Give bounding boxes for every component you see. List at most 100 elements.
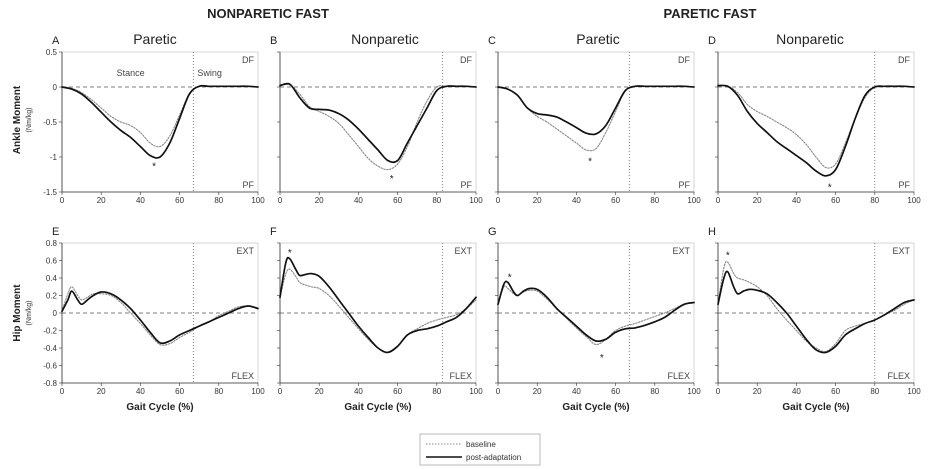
significance-star-g: *: [508, 272, 512, 283]
y-tick-label-e: 0.2: [46, 292, 58, 301]
ankle-moment-unit: (Nm/kg): [26, 108, 33, 133]
baseline-curve-e: [61, 286, 259, 346]
legend-baseline-label: baseline: [466, 440, 496, 449]
x-tick-label-e: 60: [175, 387, 184, 396]
x-tick-label-g: 80: [650, 387, 659, 396]
baseline-curve-a: [61, 85, 259, 148]
panel-b: B 0 20 40 60 80 100 DF PF *: [270, 35, 483, 205]
y-tick-label-e: -0.8: [43, 379, 57, 388]
post-adaptation-curve-f: [279, 256, 477, 354]
panel-e: E 0 20 40 60 80 100 0.8 0.6 0.4 0.2 0 -0.2 -0.4 -0.6 -0…: [43, 226, 265, 413]
x-axis-title-g: Gait Cycle (%): [562, 402, 629, 413]
panel-letter-e: E: [52, 226, 59, 238]
x-tick-label-b: 0: [278, 196, 283, 205]
x-tick-label-c: 60: [611, 196, 620, 205]
x-tick-label-c: 100: [687, 196, 701, 205]
y-tick-label-e: 0.8: [46, 239, 58, 248]
x-tick-label-d: 0: [716, 196, 721, 205]
y-tick-label-e: -0.6: [43, 362, 57, 371]
x-tick-label-b: 100: [469, 196, 483, 205]
row-label-hip: Hip Moment (Nm/kg): [12, 284, 33, 342]
post-adaptation-curve-e: [61, 290, 259, 345]
x-tick-label-d: 20: [753, 196, 762, 205]
y-tick-label-e: -0.2: [43, 327, 57, 336]
corner-top-label-f: EXT: [454, 246, 472, 256]
panel-letter-b: B: [270, 35, 277, 47]
panel-h: H 0 20 40 60 80 100 EXT FLEX Gait Cycle (%) *: [708, 226, 921, 413]
x-tick-label-f: 20: [315, 387, 324, 396]
post-adaptation-curve-a: [61, 84, 259, 159]
x-tick-label-h: 100: [907, 387, 921, 396]
post-adaptation-curve-d: [717, 84, 915, 177]
panel-letter-h: H: [708, 226, 716, 238]
corner-bottom-label-d: PF: [898, 180, 910, 190]
corner-top-label-h: EXT: [892, 246, 910, 256]
x-tick-label-c: 20: [533, 196, 542, 205]
row-label-ankle: Ankle Moment (Nm/kg): [12, 85, 33, 154]
x-tick-label-a: 60: [175, 196, 184, 205]
x-tick-label-e: 100: [251, 387, 265, 396]
x-tick-label-c: 80: [650, 196, 659, 205]
panel-f: F 0 20 40 60 80 100 EXT FLEX Gait Cycle (%) *: [270, 226, 483, 413]
panel-frame-b: [279, 51, 477, 193]
x-tick-label-f: 0: [278, 387, 283, 396]
x-tick-label-g: 20: [533, 387, 542, 396]
corner-bottom-label-f: FLEX: [449, 371, 472, 381]
x-tick-label-h: 80: [870, 387, 879, 396]
x-axis-title-h: Gait Cycle (%): [782, 402, 849, 413]
x-tick-label-a: 40: [136, 196, 145, 205]
corner-bottom-label-g: FLEX: [667, 371, 690, 381]
significance-star-c: *: [588, 157, 592, 168]
significance-star-g: *: [600, 353, 604, 364]
corner-top-label-a: DF: [242, 55, 254, 65]
panel-letter-d: D: [708, 35, 716, 47]
y-tick-label-a: -1: [50, 153, 58, 162]
y-tick-label-a: 0.5: [46, 48, 58, 57]
x-axis-title-e: Gait Cycle (%): [126, 402, 193, 413]
y-tick-label-e: 0.6: [46, 257, 58, 266]
y-tick-label-a: -1.5: [43, 188, 57, 197]
x-tick-label-h: 20: [753, 387, 762, 396]
corner-bottom-label-a: PF: [242, 180, 254, 190]
corner-top-label-e: EXT: [236, 246, 254, 256]
significance-star-b: *: [390, 174, 394, 185]
x-tick-label-d: 40: [792, 196, 801, 205]
x-tick-label-d: 100: [907, 196, 921, 205]
hip-moment-unit: (Nm/kg): [26, 301, 33, 326]
x-tick-label-b: 60: [393, 196, 402, 205]
y-tick-label-a: 0: [53, 83, 58, 92]
column-title-a: Paretic: [133, 31, 177, 47]
legend-box: [419, 433, 541, 466]
x-tick-label-d: 60: [831, 196, 840, 205]
ankle-moment-label: Ankle Moment: [12, 85, 23, 154]
x-tick-label-c: 40: [572, 196, 581, 205]
x-tick-label-b: 80: [432, 196, 441, 205]
baseline-curve-c: [497, 85, 695, 152]
x-tick-label-d: 80: [870, 196, 879, 205]
corner-bottom-label-e: FLEX: [231, 371, 254, 381]
panel-a: A 0 20 40 60 80 100 0.5 0 -0.5 -1 -1.5 DF PF Stance Swi…: [43, 35, 265, 205]
post-adaptation-curve-g: [497, 280, 695, 343]
baseline-curve-f: [279, 268, 477, 353]
corner-bottom-label-h: FLEX: [887, 371, 910, 381]
x-tick-label-g: 40: [572, 387, 581, 396]
corner-top-label-c: DF: [678, 55, 690, 65]
baseline-curve-h: [717, 261, 915, 353]
column-title-d: Nonparetic: [776, 31, 844, 47]
legend-post-label: post-adaptation: [466, 453, 521, 462]
x-tick-label-f: 80: [432, 387, 441, 396]
corner-top-label-g: EXT: [672, 246, 690, 256]
x-tick-label-a: 80: [214, 196, 223, 205]
significance-star-h: *: [726, 250, 730, 261]
post-adaptation-curve-h: [717, 270, 915, 354]
phase-label-swing: Swing: [197, 68, 222, 78]
corner-top-label-b: DF: [460, 55, 472, 65]
x-tick-label-f: 60: [393, 387, 402, 396]
x-tick-label-a: 100: [251, 196, 265, 205]
panel-frame-a: [61, 51, 259, 193]
baseline-curve-g: [497, 285, 695, 346]
x-tick-label-e: 80: [214, 387, 223, 396]
x-tick-label-g: 60: [611, 387, 620, 396]
x-tick-label-e: 40: [136, 387, 145, 396]
